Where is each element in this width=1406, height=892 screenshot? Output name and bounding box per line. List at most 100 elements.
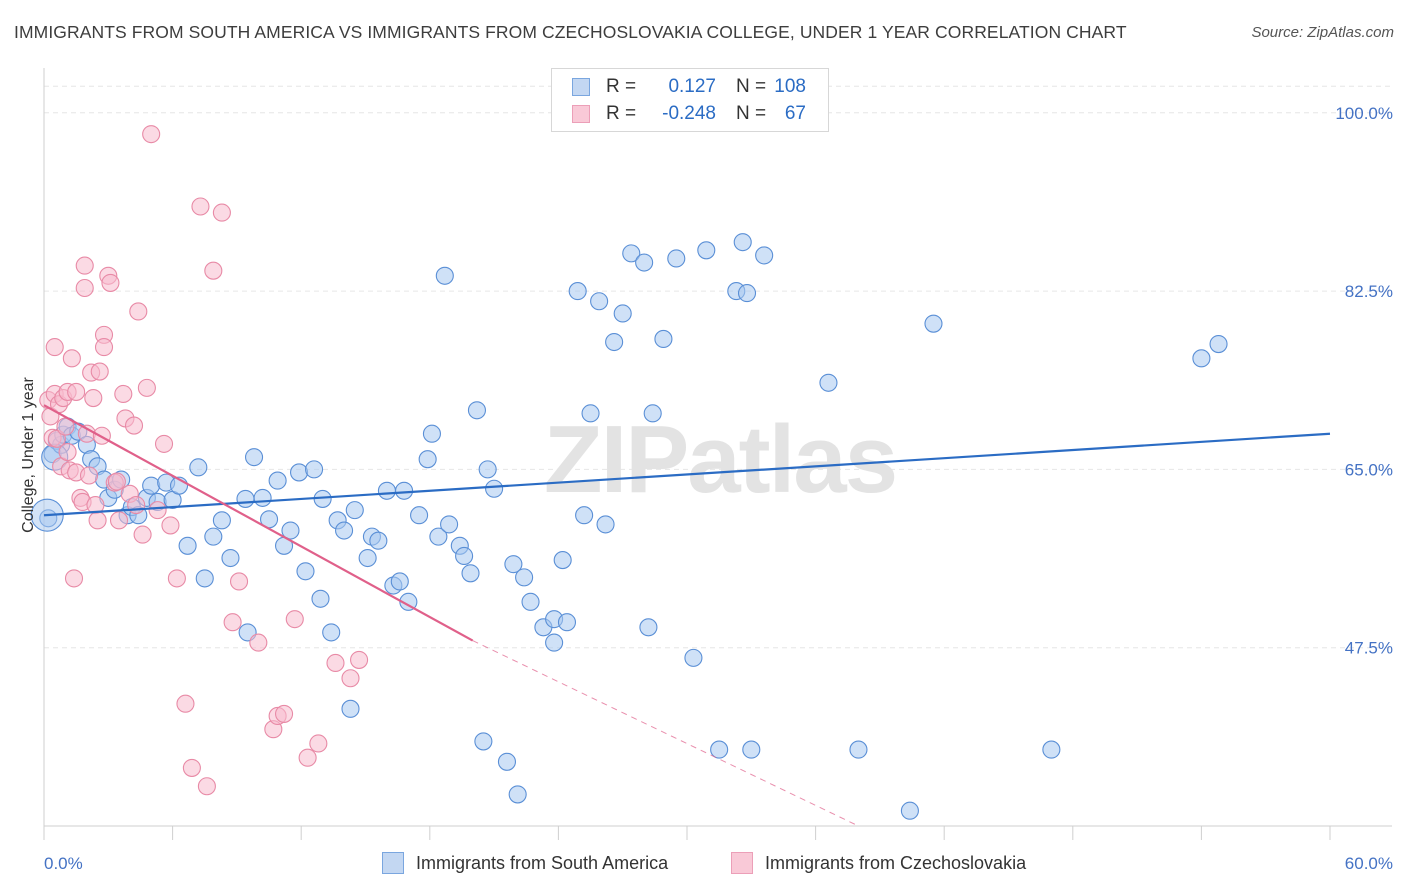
data-point-south-america	[710, 740, 729, 759]
data-point-south-america	[296, 562, 315, 581]
data-point-south-america	[195, 569, 214, 588]
trend-lines	[43, 404, 1331, 827]
x-tick-label: 60.0%	[1345, 854, 1393, 873]
data-point-south-america	[639, 618, 658, 637]
series-legend: Immigrants from South America Immigrants…	[0, 852, 1406, 878]
data-point-south-america	[429, 527, 448, 546]
legend-swatch-pink	[731, 852, 753, 874]
legend-item-south-america: Immigrants from South America	[382, 852, 668, 874]
data-point-south-america	[568, 282, 587, 301]
data-point-south-america	[849, 740, 868, 759]
trend-line-czechoslovakia-extension	[472, 640, 859, 827]
data-point-czechoslovakia	[137, 378, 156, 397]
data-point-south-america	[281, 521, 300, 540]
data-point-south-america	[900, 801, 919, 820]
data-point-south-america	[553, 551, 572, 570]
legend-row-south-america: R = 0.127 N = 108	[572, 74, 806, 100]
legend-n-value: 108	[774, 76, 806, 97]
data-point-south-america	[305, 460, 324, 479]
data-point-czechoslovakia	[191, 197, 210, 216]
data-point-czechoslovakia	[88, 511, 107, 530]
legend-n-value: 67	[784, 103, 806, 124]
data-point-south-america	[268, 471, 287, 490]
data-point-south-america	[515, 568, 534, 587]
data-point-south-america	[605, 332, 624, 352]
data-point-south-america	[635, 253, 654, 272]
y-tick-labels: 47.5% 65.0% 82.5% 100.0%	[1335, 104, 1393, 658]
data-point-south-america	[236, 489, 255, 508]
data-point-south-america	[290, 463, 309, 482]
legend-r-value: -0.248	[662, 103, 716, 124]
data-point-south-america	[497, 752, 517, 771]
data-point-south-america	[189, 458, 208, 477]
data-point-south-america	[440, 515, 459, 534]
x-tick-labels: 0.0% 60.0%	[44, 854, 1393, 873]
data-point-czechoslovakia	[298, 748, 317, 767]
data-point-south-america	[924, 314, 943, 333]
data-point-czechoslovakia	[114, 384, 133, 404]
data-point-south-america	[395, 481, 414, 500]
data-point-south-america	[410, 506, 429, 525]
data-point-south-america	[467, 401, 487, 420]
data-point-south-america	[545, 633, 564, 652]
data-point-czechoslovakia	[309, 734, 328, 753]
data-point-czechoslovakia	[326, 653, 345, 673]
correlation-legend: R = 0.127 N = 108 R = -0.248 N = 67	[551, 68, 829, 132]
data-point-south-america	[358, 548, 377, 568]
data-point-czechoslovakia	[127, 495, 146, 515]
data-point-czechoslovakia	[167, 569, 186, 588]
data-point-czechoslovakia	[229, 572, 249, 591]
data-point-south-america	[341, 699, 360, 718]
axes	[43, 68, 1392, 840]
data-point-czechoslovakia	[94, 338, 114, 357]
data-point-south-america	[654, 329, 673, 349]
data-point-czechoslovakia	[124, 416, 144, 435]
data-point-czechoslovakia	[129, 302, 148, 321]
data-point-south-america	[508, 785, 527, 804]
data-point-south-america	[322, 623, 341, 642]
legend-swatch-blue	[382, 852, 404, 874]
data-point-south-america	[377, 481, 396, 500]
data-point-south-america	[643, 404, 662, 423]
data-point-czechoslovakia	[176, 694, 195, 713]
legend-r-value: 0.127	[668, 76, 716, 97]
data-point-south-america	[581, 404, 600, 423]
legend-swatch-pink	[572, 105, 590, 123]
y-tick-label: 47.5%	[1345, 639, 1393, 658]
data-point-south-america	[204, 527, 223, 546]
data-point-south-america	[212, 511, 231, 530]
data-point-south-america	[435, 266, 454, 285]
data-point-south-america	[418, 450, 437, 469]
data-point-czechoslovakia	[142, 125, 161, 144]
data-point-south-america	[221, 548, 240, 568]
data-point-south-america	[1209, 335, 1228, 354]
data-point-south-america	[1192, 349, 1211, 368]
data-point-south-america	[733, 233, 752, 252]
data-point-south-america	[755, 246, 774, 265]
data-point-south-america	[485, 479, 504, 498]
data-point-south-america	[244, 448, 264, 467]
data-point-czechoslovakia	[62, 349, 81, 368]
data-point-czechoslovakia	[350, 650, 369, 669]
data-point-czechoslovakia	[90, 362, 109, 381]
legend-label: Immigrants from Czechoslovakia	[765, 852, 1027, 873]
data-point-czechoslovakia	[223, 613, 242, 632]
legend-swatch-blue	[572, 78, 590, 96]
legend-n-label: N =	[736, 103, 767, 124]
data-point-czechoslovakia	[75, 278, 94, 298]
chart-title: IMMIGRANTS FROM SOUTH AMERICA VS IMMIGRA…	[14, 22, 1127, 42]
grid-lines	[44, 85, 1392, 649]
data-point-czechoslovakia	[249, 633, 268, 652]
data-point-czechoslovakia	[75, 256, 94, 275]
data-point-czechoslovakia	[212, 203, 231, 222]
y-tick-label: 65.0%	[1345, 460, 1393, 479]
y-axis-title: College, Under 1 year	[20, 377, 37, 533]
data-point-south-america	[557, 613, 577, 632]
data-point-czechoslovakia	[107, 472, 126, 491]
data-point-south-america	[390, 572, 409, 591]
data-point-south-america	[142, 476, 161, 495]
data-point-czechoslovakia	[182, 758, 201, 777]
trend-line-south-america	[43, 432, 1331, 517]
data-point-south-america	[335, 521, 354, 540]
data-point-czechoslovakia	[67, 382, 86, 401]
